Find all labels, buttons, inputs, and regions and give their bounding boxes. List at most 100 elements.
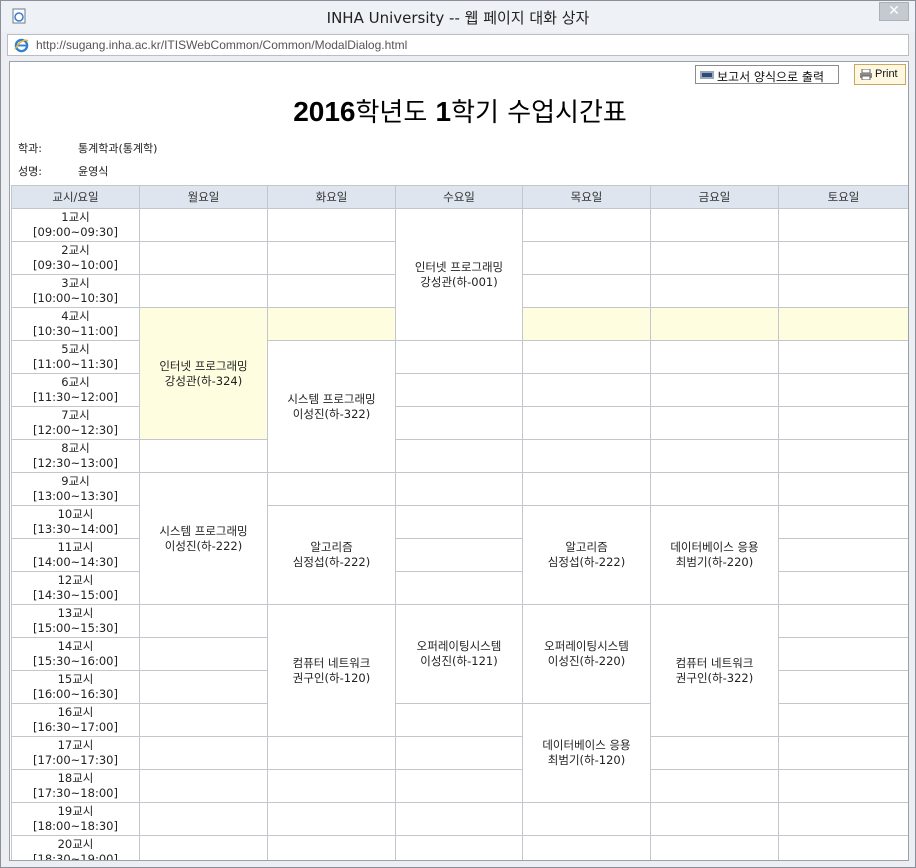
empty-cell (522, 340, 651, 374)
course-name: 시스템 프로그래밍 (159, 523, 248, 538)
period-cell: 3교시 [10:00~10:30] (11, 274, 140, 308)
empty-cell (778, 670, 908, 704)
timetable-row: 20교시 [18:30~19:00] (11, 835, 908, 860)
empty-cell (522, 802, 651, 836)
empty-cell (778, 637, 908, 671)
timetable-row: 18교시 [17:30~18:00] (11, 769, 908, 803)
empty-cell (395, 769, 523, 803)
course-cell: 시스템 프로그래밍 이성진(하-322) (267, 340, 396, 473)
empty-cell (139, 208, 268, 242)
course-name: 컴퓨터 네트워크 (675, 655, 754, 670)
report-button-label: 보고서 양식으로 출력 (717, 70, 824, 84)
course-name: 시스템 프로그래밍 (287, 391, 376, 406)
course-name: 알고리즘 (310, 540, 353, 554)
header-saturday: 토요일 (778, 185, 908, 209)
dept-label: 학과: (18, 142, 42, 155)
empty-cell (778, 472, 908, 506)
empty-cell (522, 208, 651, 242)
empty-cell (650, 307, 779, 341)
timetable-row: 15교시 [16:00~16:30] (11, 670, 908, 704)
empty-cell (139, 769, 268, 803)
print-button[interactable]: Print (854, 64, 906, 85)
empty-cell (650, 241, 779, 275)
url-text: http://sugang.inha.ac.kr/ITISWebCommon/C… (36, 38, 408, 52)
course-cell: 알고리즘 심정섭(하-222) (267, 505, 396, 605)
empty-cell (778, 274, 908, 308)
course-cell: 컴퓨터 네트워크 권구인(하-322) (650, 604, 779, 737)
course-room: 권구인(하-322) (675, 670, 754, 685)
period-cell: 20교시 [18:30~19:00] (11, 835, 140, 860)
timetable-row: 3교시 [10:00~10:30] (11, 274, 908, 308)
header-friday: 금요일 (650, 185, 779, 209)
empty-cell (778, 307, 908, 341)
empty-cell (778, 241, 908, 275)
empty-cell (778, 802, 908, 836)
empty-cell (267, 802, 396, 836)
course-name: 인터넷 프로그래밍 (414, 259, 504, 274)
course-cell: 인터넷 프로그래밍 강성관(하-324) (139, 307, 268, 440)
empty-cell (267, 736, 396, 770)
empty-cell (778, 406, 908, 440)
header-monday: 월요일 (139, 185, 268, 209)
course-cell: 오퍼레이팅시스템 이성진(하-121) (395, 604, 523, 704)
timetable-row: 12교시 [14:30~15:00] (11, 571, 908, 605)
course-name: 컴퓨터 네트워크 (292, 655, 371, 670)
period-cell: 7교시 [12:00~12:30] (11, 406, 140, 440)
printer-icon (860, 69, 872, 80)
period-cell: 9교시 [13:00~13:30] (11, 472, 140, 506)
period-cell: 16교시 [16:30~17:00] (11, 703, 140, 737)
course-room: 강성관(하-324) (164, 373, 243, 388)
close-button[interactable]: ✕ (879, 2, 909, 21)
empty-cell (395, 439, 523, 473)
course-room: 최범기(하-220) (675, 555, 754, 569)
empty-cell (650, 802, 779, 836)
timetable-row: 2교시 [09:30~10:00] (11, 241, 908, 275)
empty-cell (139, 637, 268, 671)
report-print-button[interactable]: 보고서 양식으로 출력 (695, 65, 839, 84)
header-tuesday: 화요일 (267, 185, 396, 209)
timetable-header-row: 교시/요일 월요일 화요일 수요일 목요일 금요일 토요일 (11, 185, 908, 209)
empty-cell (778, 769, 908, 803)
dept-value: 통계학과(통계학) (78, 142, 158, 155)
period-cell: 12교시 [14:30~15:00] (11, 571, 140, 605)
course-cell: 컴퓨터 네트워크 권구인(하-120) (267, 604, 396, 737)
empty-cell (650, 373, 779, 407)
course-name: 데이터베이스 응용 (542, 738, 631, 752)
print-button-label: Print (875, 68, 898, 80)
address-bar: http://sugang.inha.ac.kr/ITISWebCommon/C… (7, 34, 909, 56)
course-room: 이성진(하-222) (164, 538, 243, 553)
timetable-row: 17교시 [17:00~17:30] (11, 736, 908, 770)
empty-cell (522, 406, 651, 440)
empty-cell (522, 439, 651, 473)
empty-cell (395, 406, 523, 440)
timetable-row: 9교시 [13:00~13:30] 시스템 프로그래밍 이성진(하-222) (11, 472, 908, 605)
timetable-row: 4교시 [10:30~11:00] 인터넷 프로그래밍 강성관(하-324) (11, 307, 908, 440)
empty-cell (395, 736, 523, 770)
course-cell: 인터넷 프로그래밍 강성관(하-001) (395, 208, 523, 341)
course-name: 오퍼레이팅시스템 (544, 639, 629, 653)
empty-cell (267, 835, 396, 860)
empty-cell (267, 472, 396, 506)
timetable-row: 10교시 [13:30~14:00] 알고리즘 심정섭(하-222) 알고리즘 심정섭(… (11, 505, 908, 605)
empty-cell (778, 505, 908, 539)
title-year-suffix: 학년도 (355, 98, 436, 128)
course-room: 최범기(하-120) (547, 753, 626, 767)
empty-cell (778, 703, 908, 737)
empty-cell (778, 835, 908, 860)
empty-cell (650, 835, 779, 860)
empty-cell (650, 439, 779, 473)
report-icon (700, 71, 714, 79)
period-cell: 17교시 [17:00~17:30] (11, 736, 140, 770)
empty-cell (650, 472, 779, 506)
course-name: 알고리즘 (565, 540, 608, 554)
empty-cell (778, 208, 908, 242)
empty-cell (139, 703, 268, 737)
period-cell: 2교시 [09:30~10:00] (11, 241, 140, 275)
timetable-row: 1교시 [09:00~09:30] 인터넷 프로그래밍 강성관(하-001) (11, 208, 908, 341)
empty-cell (778, 439, 908, 473)
empty-cell (522, 274, 651, 308)
timetable-row: 11교시 [14:00~14:30] (11, 538, 908, 572)
course-cell: 시스템 프로그래밍 이성진(하-222) (139, 472, 268, 605)
page-title: 2016학년도 1학기 수업시간표 (10, 92, 908, 129)
